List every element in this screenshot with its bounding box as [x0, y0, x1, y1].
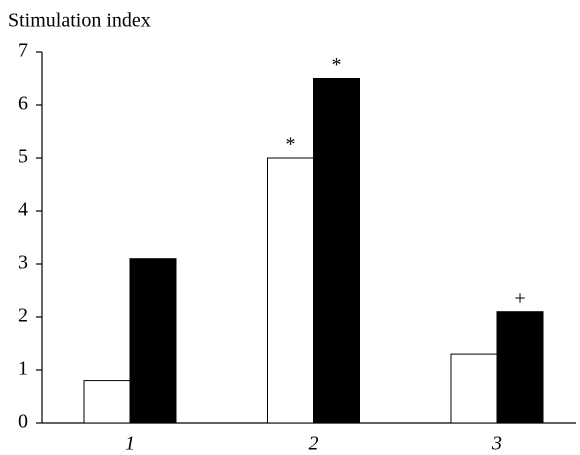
- bar: [450, 353, 498, 424]
- y-tick-label: 6: [18, 93, 28, 115]
- bar: [129, 258, 177, 424]
- bar: [496, 311, 544, 424]
- chart-title: Stimulation index: [8, 10, 151, 32]
- bar-annotation: +: [514, 287, 525, 309]
- bar: [267, 157, 314, 424]
- y-tick-label: 0: [18, 411, 28, 433]
- y-tick-label: 5: [18, 146, 28, 168]
- bar-annotation: *: [332, 54, 342, 76]
- y-tick-label: 3: [18, 252, 28, 274]
- bar: [313, 78, 360, 424]
- x-tick-label: 1: [125, 433, 135, 455]
- x-tick-label: 3: [491, 433, 502, 455]
- x-tick-label: 2: [309, 433, 319, 455]
- y-tick-label: 4: [18, 199, 28, 221]
- bar: [83, 380, 131, 424]
- y-tick-label: 7: [18, 40, 28, 62]
- bar-annotation: *: [286, 134, 296, 156]
- y-tick-label: 2: [18, 305, 28, 327]
- y-tick-label: 1: [18, 358, 28, 380]
